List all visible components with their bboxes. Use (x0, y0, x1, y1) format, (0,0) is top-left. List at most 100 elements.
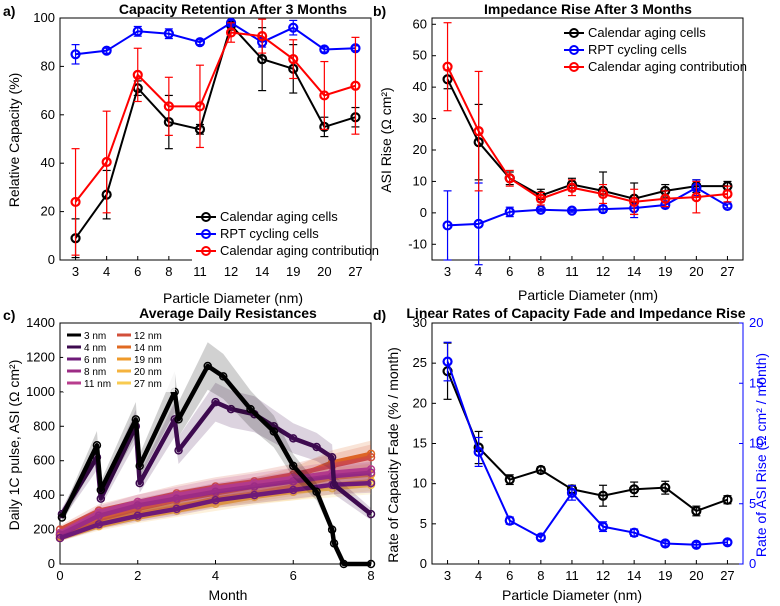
panel-c-8-nm-marker (172, 494, 181, 503)
panel-b-label: b) (373, 3, 386, 19)
panel-b-calendar-aging-contribution-marker (504, 173, 515, 184)
panel-a-calendar-aging-cells-marker (257, 54, 268, 65)
panel-a-xtick-label: 11 (193, 264, 207, 279)
panel-c-4-nm-band (61, 382, 371, 521)
panel-b-calendar-aging-contribution-marker (597, 188, 609, 200)
panel-d-y2tick-label: 10 (749, 436, 763, 451)
panel-c-4-nm-marker (312, 442, 321, 452)
panel-c-label: c) (3, 307, 15, 323)
panel-b-calendar-aging-contribution-marker (535, 193, 546, 204)
panel-a-xtick-label: 3 (72, 264, 79, 279)
panel-a-legend-label: RPT cycling cells (220, 226, 319, 241)
panel-c-3-nm-marker (327, 525, 337, 534)
panel-a-rpt-cycling-cells-marker (132, 26, 143, 37)
panel-c-3-nm-marker (289, 461, 298, 471)
panel-c-3-nm-line (59, 363, 371, 567)
panel-c-6-nm-marker (55, 533, 65, 543)
panel-a-calendar-aging-contribution-marker (101, 156, 112, 168)
panel-b-ytick-label: -10 (408, 236, 427, 251)
panel-c-legend-label: 27 nm (134, 379, 162, 390)
panel-b-legend-label: Calendar aging cells (588, 25, 706, 40)
panel-b-xtick-label: 6 (506, 264, 513, 279)
panel-c-8-nm-marker (289, 477, 298, 486)
panel-d: d) Linear Rates of Capacity Fade and Imp… (373, 305, 769, 603)
panel-c-3-nm-marker (269, 427, 279, 436)
panel-b-xtick-label: 11 (565, 264, 579, 279)
panel-c-ytick-label: 200 (33, 522, 55, 537)
panel-c-ytick-label: 400 (33, 487, 55, 502)
panel-b-calendar-aging-contribution-marker (691, 192, 702, 203)
panel-c-6-nm-marker (366, 478, 376, 488)
panel-d-xtick-label: 8 (537, 568, 544, 583)
panel-b-calendar-aging-cells-line (446, 78, 728, 200)
panel-c-3-nm-marker (96, 485, 106, 495)
panel-c-ytick-label: 800 (33, 418, 55, 433)
panel-b-ytick-label: 40 (413, 79, 427, 94)
panel-c-8-nm-marker (366, 468, 376, 478)
panel-a-xtick-label: 27 (348, 264, 362, 279)
panel-a-legend-marker (201, 212, 211, 222)
panel-a-rpt-cycling-cells-marker (288, 22, 299, 33)
panel-d-xtick-label: 11 (565, 568, 579, 583)
panel-b-ytick-label: 30 (413, 111, 427, 126)
panel-a-legend-label: Calendar aging cells (220, 209, 338, 224)
panel-a-ytick-label: 40 (41, 155, 55, 170)
panel-d-asi-rise-rate-line (446, 361, 728, 546)
panel-d-ytick-label: 30 (413, 315, 427, 330)
panel-b-rpt-cycling-cells-marker (504, 206, 515, 218)
panel-a-calendar-aging-contribution-marker (319, 90, 330, 101)
panel-b-plot: 3 4 6 8 11 12 14 19 20 27 -10 0 10 20 30 40 50 60 Calendar… (408, 16, 747, 279)
panel-a-xtick-label: 19 (286, 264, 300, 279)
panel-c-xtick-label: 8 (367, 568, 374, 583)
panel-c-3-nm-marker (246, 404, 255, 414)
panel-d-asi-rise-rate-marker (504, 515, 515, 526)
panel-c: c) Average Daily Resistances Month Daily… (3, 305, 376, 603)
panel-c-legend-label: 11 nm (84, 379, 111, 390)
panel-b-calendar-aging-contribution-marker (566, 182, 578, 193)
panel-c-title: Average Daily Resistances (139, 305, 317, 321)
panel-b-xtick-label: 4 (475, 264, 482, 279)
panel-d-xtick-label: 3 (444, 568, 451, 583)
panel-b-ytick-label: 0 (420, 205, 427, 220)
panel-b-xtick-label: 14 (627, 264, 641, 279)
panel-c-3-nm-marker (135, 461, 144, 471)
panel-c-ytick-label: 600 (33, 453, 55, 468)
panel-a-ytick-label: 0 (48, 252, 55, 267)
panel-c-8-nm-marker (211, 487, 220, 496)
panel-d-asi-rise-rate-marker (473, 446, 484, 458)
panel-c-4-nm-marker (327, 453, 337, 462)
panel-c-6-nm-marker (172, 504, 181, 514)
panel-c-6-nm-marker (133, 511, 142, 521)
panel-c-xtick-label: 4 (212, 568, 219, 583)
panel-a-rpt-cycling-cells-marker (319, 44, 330, 55)
panel-b-xtick-label: 3 (444, 264, 451, 279)
panel-b-ytick-label: 60 (413, 16, 427, 31)
panel-b-calendar-aging-contribution-marker (442, 61, 453, 72)
panel-d-asi-rise-rate-marker (691, 539, 702, 550)
panel-b-calendar-aging-contribution-marker (722, 188, 733, 200)
panel-a-calendar-aging-contribution-marker (132, 69, 143, 80)
panel-c-4-nm-marker (289, 434, 298, 443)
panel-a-rpt-cycling-cells-marker (70, 49, 81, 60)
panel-a-ytick-label: 80 (41, 58, 55, 73)
panel-c-xtick-label: 0 (56, 568, 63, 583)
panel-a-calendar-aging-contribution-marker (257, 31, 268, 42)
panel-d-asi-rise-rate-marker (442, 356, 453, 367)
panel-d-asi-rise-rate-marker (629, 527, 640, 538)
panel-d-ytick-label: 0 (420, 556, 427, 571)
panel-d-capacity-fade-rate-marker (629, 484, 640, 495)
panel-d-capacity-fade-rate-marker (535, 464, 546, 476)
panel-a-calendar-aging-contribution-marker (194, 101, 206, 112)
panel-c-3-nm-marker (92, 440, 102, 450)
panel-c-ylabel: Daily 1C pulse, ASI (Ω cm²) (6, 360, 22, 531)
panel-a-rpt-cycling-cells-line (75, 21, 356, 56)
panel-c-xlabel: Month (209, 587, 248, 603)
panel-d-ytick-label: 5 (420, 516, 427, 531)
panel-c-3-nm-marker (131, 415, 141, 424)
panel-c-ytick-label: 1200 (26, 349, 55, 364)
panel-a-calendar-aging-contribution-line (74, 31, 356, 203)
panel-d-xtick-label: 19 (658, 568, 672, 583)
panel-b-rpt-cycling-cells-line (447, 186, 728, 227)
panel-b-rpt-cycling-cells-marker (442, 220, 453, 231)
panel-c-3-nm-marker (339, 559, 349, 569)
